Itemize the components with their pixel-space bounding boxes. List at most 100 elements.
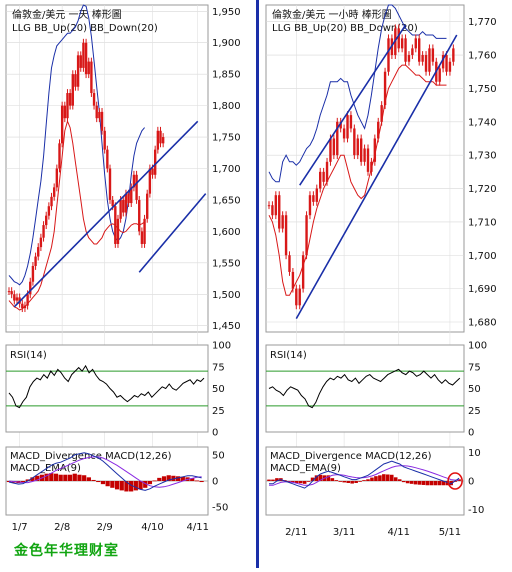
- right-macd-histogram-bar: [310, 477, 315, 481]
- left-price-tick-label: 1,900: [212, 38, 241, 49]
- left-price-tick-label: 1,550: [212, 258, 241, 269]
- right-macd-histogram-bar: [346, 481, 350, 483]
- right-candle-body: [308, 195, 312, 216]
- left-macd-histogram-bar: [86, 477, 91, 481]
- left-candle-body: [37, 247, 40, 257]
- left-macd-histogram-bar: [44, 473, 49, 481]
- left-macd-histogram-bar: [129, 481, 134, 492]
- right-candle-body: [380, 105, 383, 122]
- right-macd-histogram-bar: [350, 481, 354, 484]
- right-macd-ema-line: [269, 465, 460, 486]
- right-x-tick-label: 2/11: [285, 527, 307, 538]
- right-price-tick-label: 1,700: [468, 251, 497, 262]
- left-macd-tick-label: 0: [212, 477, 218, 488]
- right-candle-body: [377, 121, 380, 139]
- left-rsi-tick-label: 75: [212, 362, 225, 373]
- right-macd-tick-label: 0: [468, 477, 474, 488]
- left-candle-body: [124, 193, 128, 213]
- right-candle-body: [319, 171, 322, 189]
- right-x-tick-label: 3/11: [333, 527, 355, 538]
- left-candle-body: [143, 218, 146, 244]
- left-rsi-tick-label: 100: [212, 341, 231, 352]
- right-candle-body: [414, 38, 417, 49]
- left-macd-histogram-bar: [49, 473, 54, 481]
- right-bb-upper-line: [268, 4, 447, 183]
- right-macd-histogram-bar: [342, 481, 347, 483]
- left-candle-body: [31, 265, 35, 282]
- left-rsi-frame: [5, 344, 209, 433]
- right-candle-body: [291, 271, 295, 289]
- left-candle-body: [71, 74, 74, 106]
- right-candle-body: [353, 128, 356, 156]
- left-macd-histogram-bar: [96, 481, 101, 483]
- left-candle-body: [45, 215, 48, 226]
- left-candle-body: [103, 130, 106, 150]
- left-rsi-title: RSI(14): [10, 350, 47, 361]
- right-price-tick-label: 1,710: [468, 217, 497, 228]
- right-macd-histogram-bar: [366, 479, 370, 481]
- right-macd-histogram-bar: [441, 481, 446, 486]
- right-x-tick-label: 4/11: [387, 527, 409, 538]
- right-candle-body: [445, 55, 448, 72]
- right-candle-body: [349, 115, 353, 129]
- left-candle-body: [146, 193, 149, 219]
- right-candle-body: [363, 148, 366, 162]
- right-macd-histogram-bar: [294, 481, 299, 483]
- right-price-tick-label: 1,720: [468, 184, 497, 195]
- right-macd-histogram-bar: [417, 481, 422, 485]
- right-price-tick-label: 1,680: [468, 317, 497, 328]
- right-candle-body: [424, 55, 428, 72]
- left-candle-body: [116, 218, 120, 244]
- right-macd-histogram-bar: [362, 480, 366, 481]
- left-macd-histogram-bar: [119, 481, 124, 491]
- left-candle-body: [60, 105, 64, 144]
- left-price-tick-label: 1,650: [212, 195, 241, 206]
- left-macd-histogram-bar: [58, 474, 63, 481]
- left-x-tick-label: 1/7: [12, 522, 28, 533]
- left-price-tick-label: 1,950: [212, 7, 241, 18]
- right-candle-body: [288, 255, 291, 272]
- left-macd-histogram-bar: [63, 474, 68, 481]
- right-macd-histogram-bar: [354, 481, 358, 483]
- right-bb-lower-line: [268, 64, 447, 296]
- right-candle-body: [271, 205, 274, 216]
- left-price-tick-label: 1,750: [212, 133, 241, 144]
- left-rsi-tick-label: 25: [212, 406, 225, 417]
- left-candle-body: [47, 206, 51, 216]
- left-x-tick-label: 2/9: [97, 522, 113, 533]
- left-candle-body: [153, 149, 157, 175]
- left-macd-histogram-bar: [124, 481, 129, 492]
- left-candle-body: [159, 130, 162, 144]
- left-macd-histogram-bar: [180, 476, 185, 481]
- right-macd-histogram-bar: [401, 481, 406, 483]
- right-candle-body: [336, 121, 339, 156]
- right-macd-histogram-bar: [433, 481, 438, 486]
- left-x-tick-label: 2/8: [54, 522, 70, 533]
- left-macd-histogram-bar: [166, 475, 171, 481]
- right-macd-histogram-bar: [290, 481, 295, 483]
- left-candle-body: [29, 281, 32, 295]
- left-macd-histogram-bar: [82, 475, 87, 481]
- right-candle-body: [267, 205, 271, 207]
- right-macd-histogram-bar: [275, 478, 279, 481]
- left-macd-histogram-bar: [176, 476, 181, 481]
- left-macd-histogram-bar: [110, 481, 115, 488]
- left-candle-body: [119, 199, 122, 219]
- left-candle-body: [23, 305, 27, 309]
- left-macd-ema-label: MACD_EMA(9): [10, 463, 81, 474]
- right-macd-histogram-bar: [397, 479, 402, 481]
- right-macd-histogram-bar: [413, 481, 418, 485]
- left-price-tick-label: 1,450: [212, 321, 241, 332]
- right-rsi-tick-label: 25: [468, 406, 481, 417]
- left-candle-body: [111, 199, 114, 207]
- left-candle-body: [76, 55, 80, 87]
- left-macd-histogram-bar: [25, 479, 30, 481]
- right-candle-body: [452, 48, 455, 62]
- right-macd-histogram-bar: [326, 475, 331, 481]
- left-macd-histogram-bar: [138, 481, 143, 490]
- left-candle-body: [15, 297, 19, 301]
- right-macd-histogram-bar: [314, 475, 319, 481]
- right-macd-histogram-bar: [421, 481, 426, 485]
- right-price-tick-label: 1,770: [468, 17, 497, 28]
